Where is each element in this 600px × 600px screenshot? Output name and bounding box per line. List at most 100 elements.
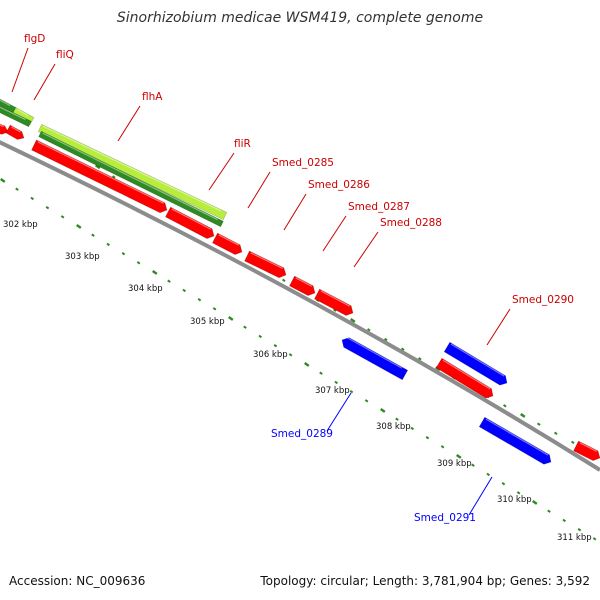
gene-label-Smed_0286: Smed_0286 bbox=[308, 179, 370, 191]
inner-tick bbox=[212, 307, 217, 311]
outer-tick bbox=[333, 308, 337, 312]
gene-label-flhA: flhA bbox=[142, 91, 163, 103]
inner-tick bbox=[501, 481, 506, 486]
inner-tick bbox=[334, 380, 339, 385]
gene-forward bbox=[573, 440, 600, 462]
leader-line bbox=[468, 476, 493, 516]
highlight-segment bbox=[37, 123, 228, 221]
inner-tick bbox=[45, 205, 50, 210]
outer-tick bbox=[112, 175, 116, 179]
scale-label: 306 kbp bbox=[253, 350, 288, 360]
inner-tick bbox=[288, 353, 293, 357]
outer-tick bbox=[520, 412, 526, 418]
leader-line bbox=[33, 63, 56, 101]
label-leaders bbox=[11, 47, 511, 516]
inner-tick bbox=[395, 417, 399, 421]
gene-reverse bbox=[478, 416, 552, 465]
outer-tick bbox=[94, 164, 101, 170]
outer-tick bbox=[503, 404, 507, 408]
inner-tick bbox=[304, 361, 310, 367]
outer-tick bbox=[537, 422, 541, 426]
inner-tick bbox=[455, 453, 462, 459]
outer-tick bbox=[571, 440, 575, 445]
accession-text: Accession: NC_009636 bbox=[9, 574, 146, 588]
leader-line bbox=[486, 308, 511, 346]
outer-tick bbox=[282, 278, 286, 283]
map-title: Sinorhizobium medicae WSM419, complete g… bbox=[116, 10, 484, 26]
gene-forward bbox=[314, 288, 354, 316]
inner-tick bbox=[562, 518, 567, 523]
inner-tick bbox=[182, 288, 187, 293]
gene-forward bbox=[244, 250, 287, 279]
inner-tick bbox=[425, 435, 430, 440]
topology-text: Topology: circular; Length: 3,781,904 bp… bbox=[260, 574, 590, 588]
inner-tick bbox=[91, 233, 95, 237]
inner-tick bbox=[15, 187, 19, 191]
outer-tick bbox=[350, 317, 356, 323]
leader-line bbox=[11, 47, 29, 93]
inner-tick bbox=[136, 261, 141, 265]
inner-tick bbox=[319, 371, 323, 375]
highlight-segment bbox=[0, 103, 32, 128]
inner-tick bbox=[577, 527, 582, 532]
scale-label: 304 kbp bbox=[128, 284, 163, 294]
inner-tick bbox=[349, 389, 354, 394]
inner-tick bbox=[30, 196, 35, 201]
gene-label-Smed_0287: Smed_0287 bbox=[348, 201, 410, 213]
inner-tick bbox=[273, 343, 278, 348]
leader-line bbox=[322, 215, 347, 252]
inner-tick bbox=[121, 251, 126, 256]
gene-forward bbox=[165, 206, 215, 239]
inner-tick bbox=[516, 491, 521, 495]
inner-tick bbox=[486, 472, 491, 477]
inner-tick bbox=[364, 399, 369, 403]
inner-tick bbox=[228, 315, 234, 321]
scale-label: 309 kbp bbox=[437, 459, 472, 469]
inner-tick bbox=[243, 325, 247, 329]
gene-label-fliR: fliR bbox=[234, 138, 251, 150]
inner-tick bbox=[197, 297, 202, 302]
outer-tick bbox=[401, 347, 405, 351]
scale-label: 302 kbp bbox=[3, 220, 38, 230]
gene-label-Smed_0289: Smed_0289 bbox=[271, 428, 333, 440]
leader-line bbox=[283, 193, 307, 231]
leader-line bbox=[117, 105, 141, 142]
inner-tick bbox=[152, 269, 158, 275]
scale-label: 307 kbp bbox=[315, 386, 350, 396]
gene-label-Smed_0288: Smed_0288 bbox=[380, 217, 442, 229]
outer-tick bbox=[417, 357, 422, 361]
gene-reverse bbox=[341, 336, 409, 381]
gene-label-flgD: flgD bbox=[24, 33, 45, 45]
scale-label: 305 kbp bbox=[190, 317, 225, 327]
leader-line bbox=[353, 231, 379, 268]
gene-label-fliQ: fliQ bbox=[56, 49, 74, 61]
gene-forward bbox=[435, 357, 494, 399]
gene-label-Smed_0285: Smed_0285 bbox=[272, 157, 334, 169]
gene-forward bbox=[5, 124, 25, 140]
inner-tick bbox=[379, 407, 386, 413]
inner-tick bbox=[410, 426, 415, 431]
inner-tick bbox=[547, 509, 551, 513]
inner-tick bbox=[60, 215, 65, 219]
leader-line bbox=[326, 392, 352, 432]
inner-tick bbox=[76, 223, 82, 229]
leader-line bbox=[247, 171, 271, 209]
inner-tick bbox=[440, 445, 445, 449]
inner-tick-track bbox=[0, 177, 597, 541]
inner-tick bbox=[531, 499, 538, 505]
scale-label: 311 kbp bbox=[557, 533, 592, 543]
genome-backbone bbox=[0, 140, 600, 472]
highlight-segment bbox=[38, 130, 224, 228]
scale-label: 308 kbp bbox=[376, 422, 411, 432]
scale-label: 310 kbp bbox=[497, 495, 532, 505]
inner-tick bbox=[592, 537, 597, 541]
inner-tick bbox=[258, 334, 263, 339]
inner-tick bbox=[167, 279, 171, 283]
gene-forward bbox=[289, 275, 316, 296]
scale-label: 303 kbp bbox=[65, 252, 100, 262]
gene-reverse bbox=[443, 341, 508, 386]
inner-tick bbox=[0, 177, 6, 183]
feature-track bbox=[0, 97, 600, 465]
gene-forward bbox=[0, 122, 9, 135]
